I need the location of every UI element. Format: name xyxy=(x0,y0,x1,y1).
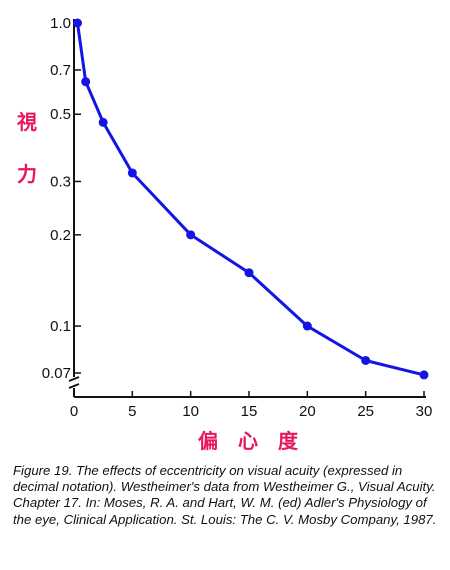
y-tick-label: 0.3 xyxy=(50,173,71,190)
data-point xyxy=(419,370,429,380)
x-tick-label: 25 xyxy=(357,403,374,420)
figure-caption: Figure 19. The effects of eccentricity o… xyxy=(13,463,437,527)
y-tick-label: 0.1 xyxy=(50,318,71,335)
data-point xyxy=(127,168,137,178)
x-tick-label: 15 xyxy=(241,403,258,420)
data-point xyxy=(244,268,254,278)
x-tick-label: 10 xyxy=(182,403,199,420)
axis-break-mark xyxy=(68,383,80,389)
y-tick-label: 0.5 xyxy=(50,106,71,123)
series-line xyxy=(76,22,425,377)
y-tick-label: 1.0 xyxy=(50,15,71,32)
data-point xyxy=(361,355,371,365)
data-point xyxy=(81,77,91,87)
x-tick-label: 30 xyxy=(416,403,433,420)
data-point xyxy=(98,117,108,127)
x-tick-label: 0 xyxy=(70,403,78,420)
y-axis-label-char: 視 xyxy=(16,110,37,134)
data-point xyxy=(73,18,82,28)
x-tick-label: 20 xyxy=(299,403,316,420)
y-axis-label-char: 力 xyxy=(17,162,37,186)
data-point xyxy=(186,230,196,240)
y-tick-label: 0.07 xyxy=(42,365,71,382)
y-tick-label: 0.7 xyxy=(50,62,71,79)
line-chart: 1.0 0.7 0.5 0.3 0.2 0.1 0.07 0 5 10 15 20 25 30 視力偏 心 … xyxy=(16,15,433,453)
data-point xyxy=(302,321,312,331)
x-axis-label: 偏 心 度 xyxy=(198,429,299,453)
axis-break-mark xyxy=(68,376,80,382)
y-tick-label: 0.2 xyxy=(50,227,71,244)
x-tick-label: 5 xyxy=(128,403,136,420)
